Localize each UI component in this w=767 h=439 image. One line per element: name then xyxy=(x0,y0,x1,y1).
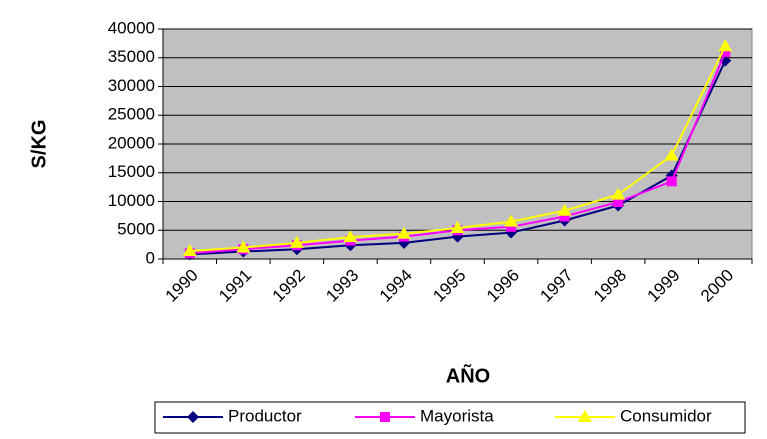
y-tick-label: 15000 xyxy=(108,162,155,181)
marker xyxy=(557,203,572,216)
marker xyxy=(611,187,626,200)
x-tick-label: 1990 xyxy=(162,266,202,306)
legend-label: Productor xyxy=(228,406,302,425)
marker xyxy=(450,220,465,233)
y-tick-label: 30000 xyxy=(108,76,155,95)
marker xyxy=(506,221,517,232)
x-tick-label: 1992 xyxy=(269,266,309,306)
y-tick-label: 20000 xyxy=(108,133,155,152)
x-tick-label: 1996 xyxy=(483,266,523,306)
legend: Productor Mayorista Consumidor xyxy=(154,401,746,434)
marker xyxy=(182,243,197,256)
marker xyxy=(236,240,251,253)
marker xyxy=(187,411,199,423)
y-tick-label: 35000 xyxy=(108,47,155,66)
marker xyxy=(559,211,570,222)
marker xyxy=(343,230,358,243)
marker xyxy=(664,148,679,161)
y-tick-label: 40000 xyxy=(108,18,155,37)
marker xyxy=(289,235,304,248)
marker xyxy=(666,176,677,187)
x-tick-label: 1994 xyxy=(376,266,416,306)
y-tick-label: 10000 xyxy=(108,191,155,210)
x-tick-label: 1999 xyxy=(643,266,683,306)
x-tick-label: 1993 xyxy=(322,266,362,306)
x-tick-label: 1995 xyxy=(429,266,469,306)
marker xyxy=(613,197,624,208)
y-tick-label: 0 xyxy=(146,248,155,267)
x-tick-label: 1998 xyxy=(590,266,630,306)
marker xyxy=(380,412,390,422)
legend-box xyxy=(154,401,746,434)
marker xyxy=(504,214,519,227)
marker xyxy=(718,39,733,52)
marker xyxy=(396,226,411,239)
y-tick-label: 5000 xyxy=(117,220,155,239)
marker xyxy=(578,410,592,422)
legend-label: Mayorista xyxy=(420,406,494,425)
y-tick-label: 25000 xyxy=(108,105,155,124)
y-axis-label: S/KG xyxy=(28,120,50,169)
marker xyxy=(720,47,731,57)
legend-label: Consumidor xyxy=(620,406,712,425)
x-tick-label: 1997 xyxy=(536,266,576,306)
x-tick-label: 2000 xyxy=(697,266,737,306)
x-tick-label: 1991 xyxy=(215,266,255,306)
x-axis-label: AÑO xyxy=(446,364,490,387)
